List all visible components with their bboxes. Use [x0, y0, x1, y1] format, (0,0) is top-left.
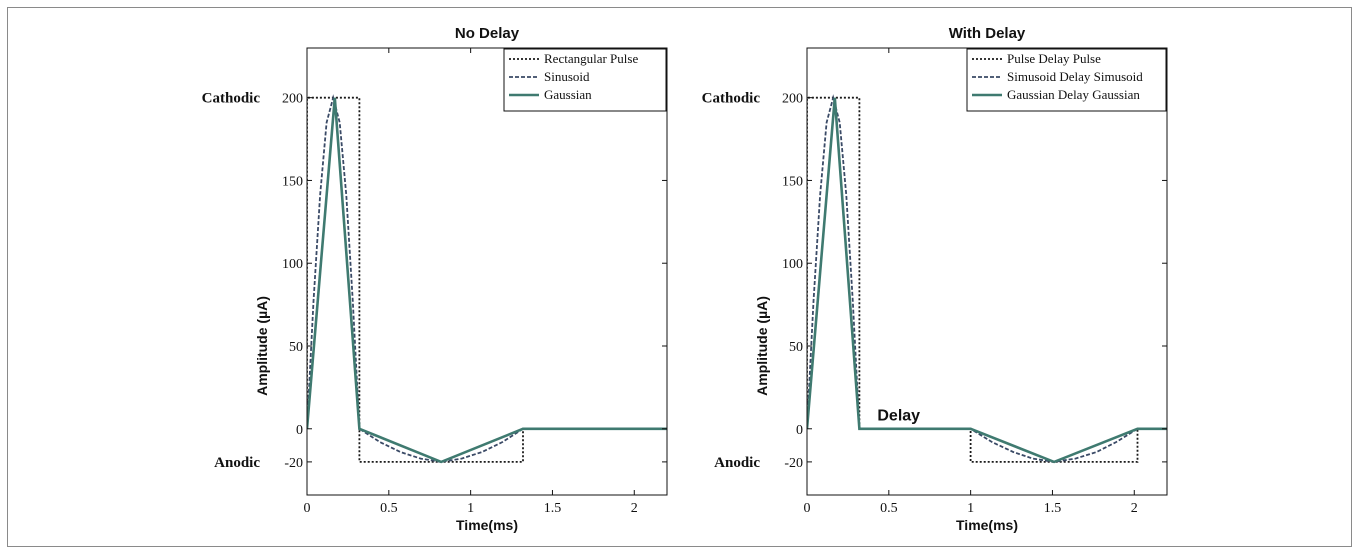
series-line-1 [807, 96, 1167, 463]
y-tick-label: 150 [282, 174, 303, 189]
series-line-2 [307, 94, 667, 463]
y-tick-label: 100 [282, 257, 303, 272]
x-tick-label: 0.5 [880, 501, 898, 516]
legend-entry: Rectangular Pulse [544, 51, 638, 66]
legend-entry: Simusoid Delay Simusoid [1007, 69, 1143, 84]
y-tick-label: 50 [289, 340, 303, 355]
x-tick-label: 0 [804, 501, 811, 516]
series-line-3 [307, 97, 667, 464]
x-tick-label: 1 [967, 501, 974, 516]
anodic-label: Anodic [714, 455, 760, 471]
y-tick-label: 200 [782, 92, 803, 107]
x-tick-label: 1 [467, 501, 474, 516]
cathodic-label: Cathodic [202, 91, 261, 107]
legend-entry: Gaussian [544, 87, 592, 102]
series-line-2 [807, 94, 1167, 463]
anodic-label: Anodic [214, 455, 260, 471]
legend-entry: Sinusoid [544, 69, 590, 84]
x-tick-label: 2 [1131, 501, 1138, 516]
x-tick-label: 2 [631, 501, 638, 516]
chart-panel-2: 0 0.5 1 1.5 2 -20 0 50 100 150 200 With Delay Time(m… [702, 25, 1168, 533]
chart-title: With Delay [949, 25, 1026, 42]
x-tick-label: 0.5 [380, 501, 398, 516]
y-tick-label: 100 [782, 257, 803, 272]
legend: Rectangular Pulse Sinusoid Gaussian [503, 48, 667, 112]
chart-title: No Delay [455, 25, 520, 42]
delay-annotation: Delay [877, 408, 920, 425]
y-tick-label: -20 [784, 456, 803, 471]
x-tick-label: 1.5 [544, 501, 562, 516]
y-tick-label: 0 [296, 423, 303, 438]
y-tick-label: 200 [282, 92, 303, 107]
axes-box [806, 47, 1168, 496]
x-axis-label: Time(ms) [956, 517, 1018, 533]
y-tick-label: -20 [284, 456, 303, 471]
y-axis-label: Amplitude (µA) [754, 296, 770, 396]
cathodic-label: Cathodic [702, 91, 761, 107]
legend-entry: Gaussian Delay Gaussian [1007, 87, 1140, 102]
chart-panel-1: 0 0.5 1 1.5 2 -20 0 50 100 150 200 No Delay Time(ms)… [202, 25, 668, 533]
legend: Pulse Delay Pulse Simusoid Delay Simusoid… [966, 48, 1167, 112]
y-tick-label: 150 [782, 174, 803, 189]
y-tick-label: 50 [789, 340, 803, 355]
series-line-1 [307, 96, 667, 463]
legend-entry: Pulse Delay Pulse [1007, 51, 1101, 66]
x-axis-label: Time(ms) [456, 517, 518, 533]
x-tick-label: 0 [304, 501, 311, 516]
axes-box [306, 47, 668, 496]
x-tick-label: 1.5 [1044, 501, 1062, 516]
y-axis-label: Amplitude (µA) [254, 296, 270, 396]
y-tick-label: 0 [796, 423, 803, 438]
series-line-3 [807, 97, 1167, 464]
